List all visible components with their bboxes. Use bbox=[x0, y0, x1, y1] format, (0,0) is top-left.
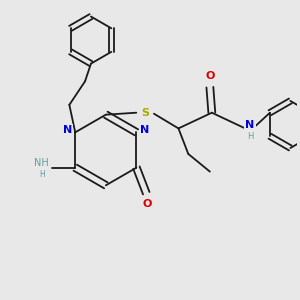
Text: N: N bbox=[63, 125, 72, 135]
Text: S: S bbox=[141, 108, 149, 118]
Text: O: O bbox=[205, 71, 214, 81]
Text: N: N bbox=[140, 125, 149, 135]
Text: N: N bbox=[245, 121, 255, 130]
Text: H: H bbox=[247, 132, 253, 141]
Text: O: O bbox=[142, 199, 152, 209]
Text: H: H bbox=[39, 170, 45, 179]
Text: NH: NH bbox=[34, 158, 49, 168]
